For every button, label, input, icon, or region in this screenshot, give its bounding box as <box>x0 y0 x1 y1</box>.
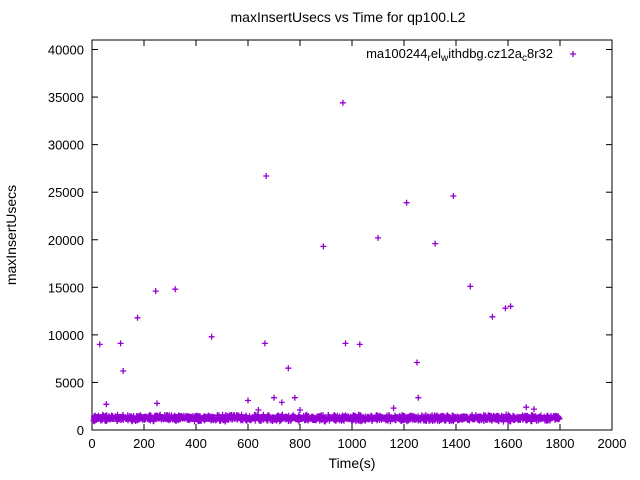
tick-label: 40000 <box>48 43 84 58</box>
tick-label: 2000 <box>598 436 627 451</box>
tick-label: 20000 <box>48 233 84 248</box>
tick-label: 1600 <box>494 436 523 451</box>
y-axis-label: maxInsertUsecs <box>3 185 19 285</box>
tick-label: 0 <box>77 423 84 438</box>
legend-plus-icon <box>570 51 576 57</box>
tick-label: 1000 <box>338 436 367 451</box>
tick-label: 600 <box>237 436 259 451</box>
tick-label: 30000 <box>48 138 84 153</box>
plot-border <box>91 39 613 431</box>
tick-label: 15000 <box>48 280 84 295</box>
tick-label: 400 <box>185 436 207 451</box>
tick-label: 0 <box>88 436 95 451</box>
tick-label: 5000 <box>55 375 84 390</box>
tick-label: 200 <box>133 436 155 451</box>
tick-label: 1200 <box>390 436 419 451</box>
data-points <box>90 99 563 425</box>
axis-ticks <box>91 40 613 431</box>
legend: ma100244relwithdbg.cz12ac8r32 <box>366 46 576 64</box>
tick-label: 1400 <box>442 436 471 451</box>
x-axis-label: Time(s) <box>329 455 376 471</box>
tick-label: 1800 <box>546 436 575 451</box>
tick-labels: 0 200 400 600 800 1000 1200 1400 1600 1800 2000050… <box>48 43 627 451</box>
tick-label: 25000 <box>48 185 84 200</box>
tick-label: 35000 <box>48 90 84 105</box>
scatter-marker-path <box>90 99 563 425</box>
tick-label: 10000 <box>48 328 84 343</box>
legend-marker-icon <box>570 51 576 57</box>
legend-label: ma100244relwithdbg.cz12ac8r32 <box>366 46 553 64</box>
tick-label: 800 <box>289 436 311 451</box>
chart-title: maxInsertUsecs vs Time for qp100.L2 <box>231 9 466 25</box>
